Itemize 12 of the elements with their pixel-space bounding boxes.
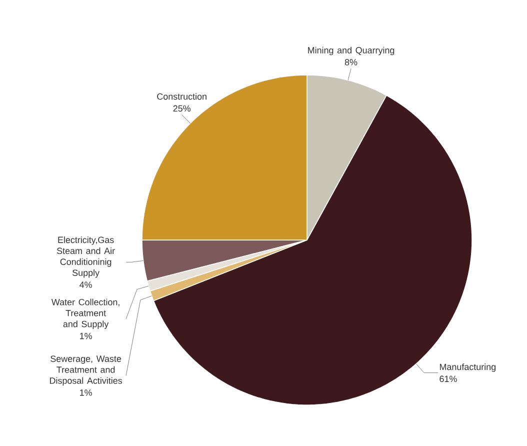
- slice-label: Water Collection, Treatment and Supply: [51, 298, 120, 329]
- data-label: 25%: [173, 105, 190, 112]
- slice-label: Manufacturing: [440, 363, 496, 372]
- data-label: 8%: [344, 59, 358, 66]
- slice-label: Mining and Quarrying: [308, 46, 394, 56]
- data-label: 4%: [80, 282, 92, 288]
- slice-label: Sewerage, Waste Treatment and Disposal Activities: [50, 356, 122, 386]
- slice-label: Electricity,Gas Steam and Air Conditioninig Supply: [56, 236, 115, 278]
- data-label: 61%: [440, 376, 457, 382]
- slice-label: Construction: [157, 93, 206, 100]
- data-label: 1%: [80, 390, 92, 396]
- data-label: 1%: [80, 332, 92, 340]
